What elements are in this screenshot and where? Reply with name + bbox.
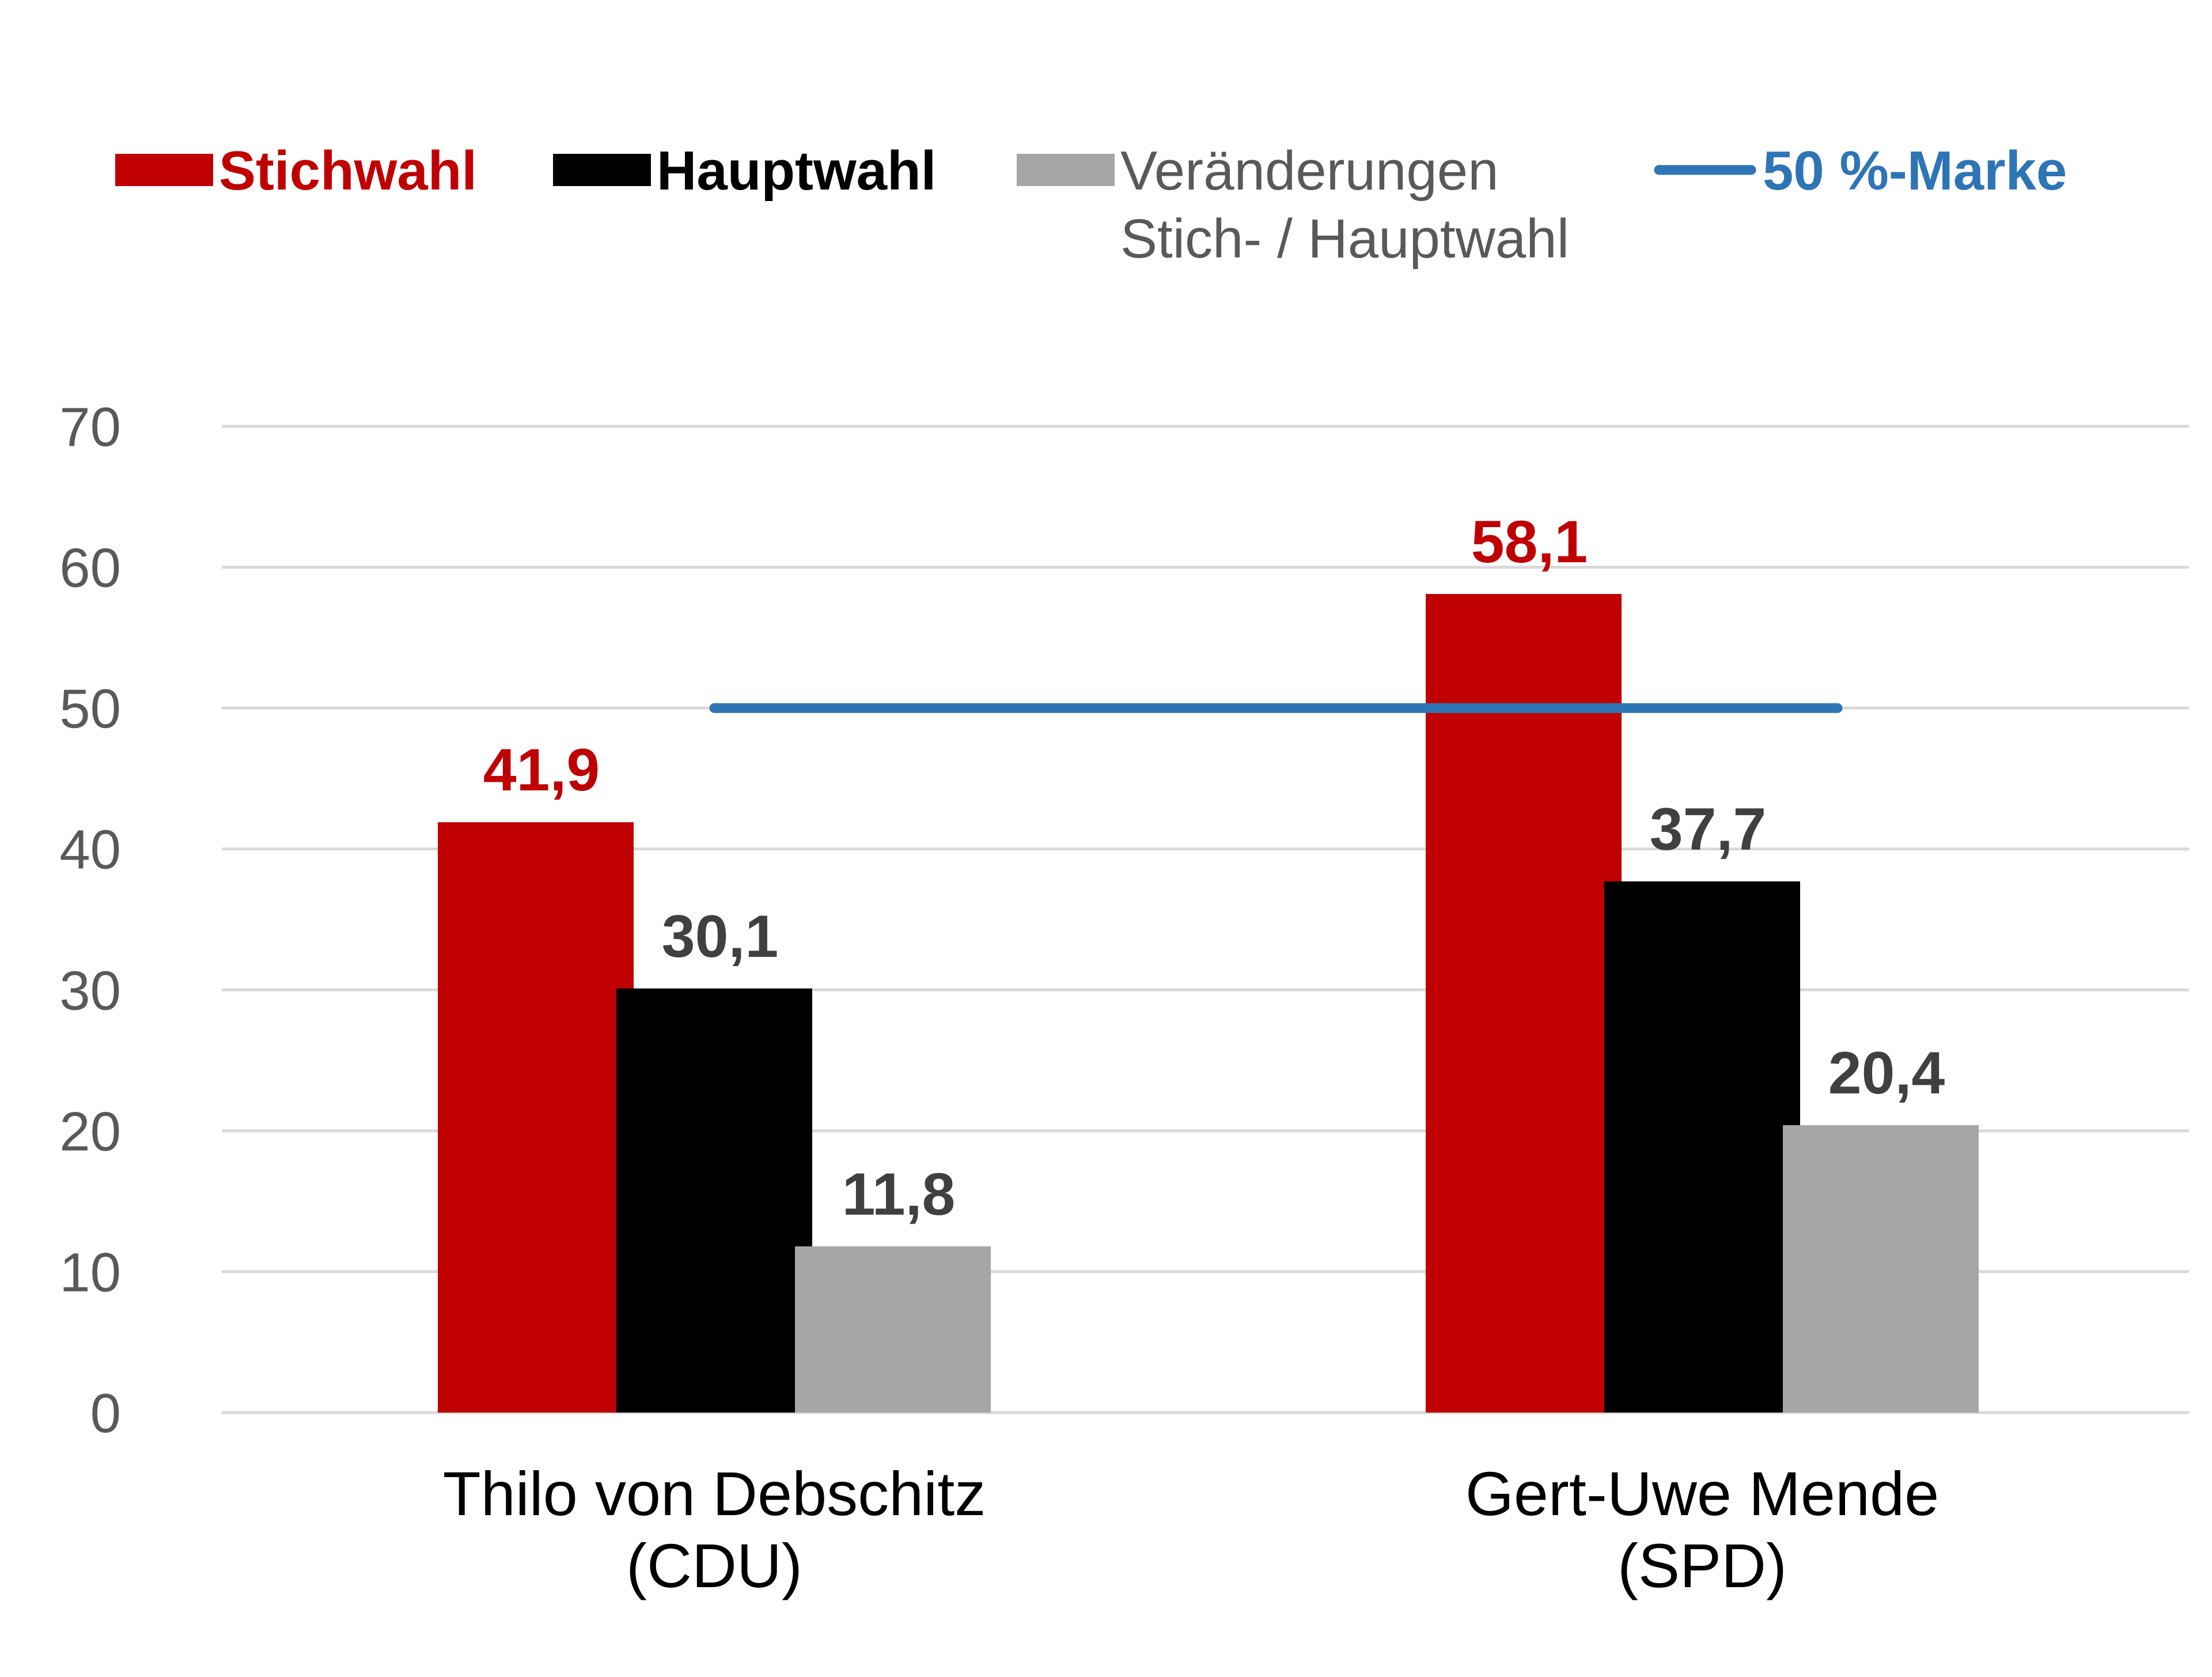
category-label-line: (SPD) [1618, 1531, 1787, 1600]
category-label-line: Gert-Uwe Mende [1465, 1459, 1939, 1528]
data-label: 30,1 [662, 903, 778, 970]
bar [795, 1246, 991, 1413]
category-label: Gert-Uwe Mende (SPD) [1465, 1459, 1939, 1600]
category-labels: Thilo von Debschitz (CDU) Gert-Uwe Mende (S… [443, 1459, 1939, 1600]
category-label-line: (CDU) [626, 1531, 802, 1600]
y-tick-label: 10 [59, 1241, 121, 1303]
bar [438, 822, 634, 1413]
legend-label-line: Stich- / Hauptwahl [1120, 208, 1569, 270]
data-label: 41,9 [483, 737, 600, 804]
data-label: 11,8 [842, 1161, 956, 1228]
category-label: Thilo von Debschitz (CDU) [443, 1459, 986, 1600]
category-label-line: Thilo von Debschitz [443, 1459, 986, 1528]
legend-label: Hauptwahl [657, 140, 936, 202]
legend-label: Veränderungen Stich- / Hauptwahl [1120, 140, 1569, 270]
data-labels: 41,9 58,1 30,1 37,7 11,8 20,4 [483, 509, 1945, 1228]
data-label: 58,1 [1471, 509, 1588, 576]
bars [438, 594, 1979, 1413]
legend-label: Stichwahl [219, 140, 477, 202]
data-label: 37,7 [1650, 796, 1766, 863]
legend-swatch [553, 154, 651, 186]
bar [616, 988, 812, 1413]
legend-swatch [115, 154, 213, 186]
y-tick-label: 60 [59, 537, 121, 599]
legend-label-line: Stichwahl [219, 140, 477, 202]
y-axis-ticks: 0 10 20 30 40 50 60 70 [59, 396, 121, 1444]
y-tick-label: 20 [59, 1101, 121, 1163]
y-tick-label: 40 [59, 819, 121, 881]
bar [1426, 594, 1622, 1413]
data-label: 20,4 [1828, 1040, 1945, 1107]
legend-label-line: Hauptwahl [657, 140, 936, 202]
legend-swatch [1017, 154, 1115, 186]
legend-label: 50 %-Marke [1763, 140, 2067, 202]
legend: Stichwahl Hauptwahl Veränderungen Stich- / … [115, 140, 2067, 270]
y-tick-label: 30 [59, 960, 121, 1021]
y-tick-label: 50 [59, 678, 121, 740]
y-tick-label: 70 [59, 396, 121, 458]
y-tick-label: 0 [90, 1383, 121, 1444]
bar [1604, 881, 1800, 1413]
legend-label-line: Veränderungen [1120, 140, 1499, 202]
bar [1783, 1125, 1979, 1413]
